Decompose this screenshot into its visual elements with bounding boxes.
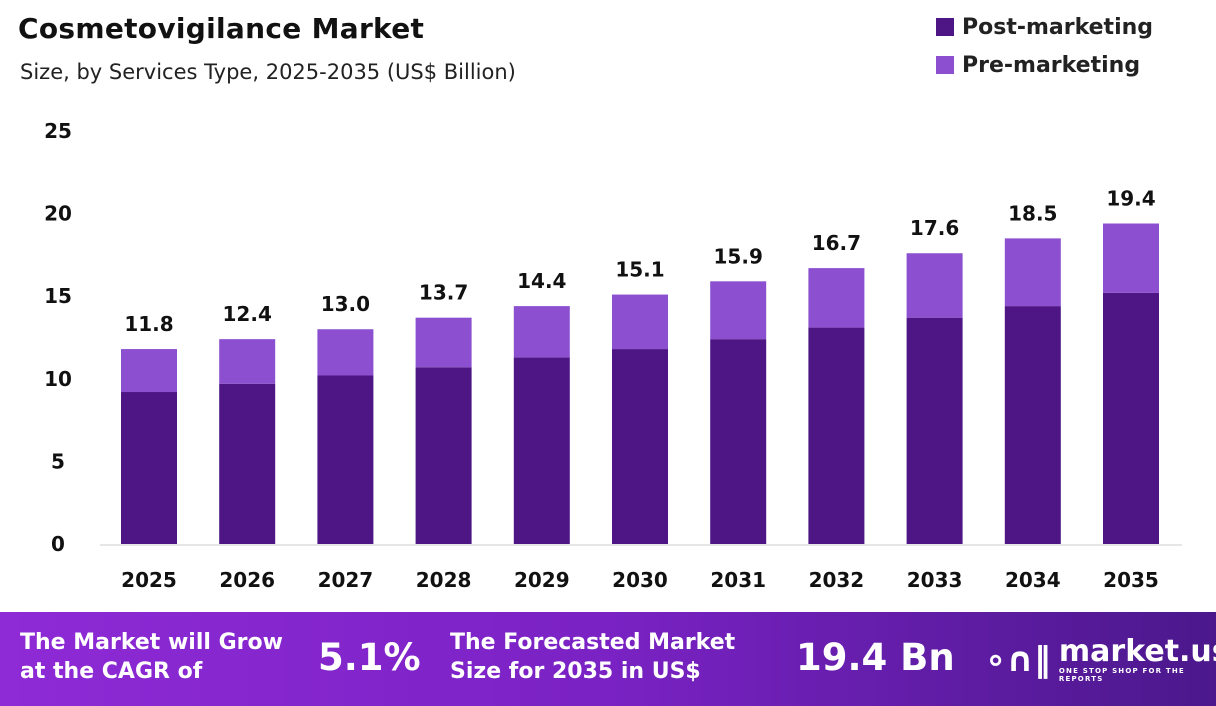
legend-label: Post-marketing (962, 14, 1154, 40)
data-label-total: 15.1 (615, 258, 664, 282)
bar-pre-marketing-2027 (317, 329, 374, 376)
data-label-total: 17.6 (910, 216, 959, 240)
market-us-logo: ∘∩‖ market.us ONE STOP SHOP FOR THE REPO… (985, 634, 1216, 684)
legend-label: Pre-marketing (962, 52, 1141, 78)
bar-pre-marketing-2032 (808, 268, 865, 328)
footer-banner: The Market will Grow at the CAGR of 5.1%… (0, 612, 1216, 706)
data-label-total: 14.4 (517, 269, 566, 293)
bar-post-marketing-2035 (1103, 292, 1159, 544)
bar-pre-marketing-2030 (612, 294, 668, 350)
y-tick-label: 5 (51, 449, 65, 473)
x-tick-label: 2032 (809, 568, 865, 592)
chart-subtitle: Size, by Services Type, 2025-2035 (US$ B… (20, 60, 516, 84)
data-label-total: 12.4 (223, 302, 272, 326)
cagr-label: The Market will Grow at the CAGR of (20, 628, 283, 686)
x-tick-label: 2035 (1103, 568, 1159, 592)
bar-pre-marketing-2031 (710, 281, 767, 340)
bar-chart: 051015202511.8202512.4202613.0202713.720… (44, 119, 1182, 592)
chart-title: Cosmetovigilance Market (18, 12, 425, 45)
bar-post-marketing-2029 (513, 357, 570, 544)
x-tick-label: 2025 (121, 568, 177, 592)
data-label-total: 11.8 (124, 312, 173, 336)
bar-post-marketing-2026 (219, 383, 276, 544)
logo-tagline: ONE STOP SHOP FOR THE REPORTS (1058, 667, 1185, 683)
legend: Post-marketing Pre-marketing (936, 8, 1153, 84)
y-tick-label: 15 (44, 284, 72, 308)
x-tick-label: 2031 (710, 568, 766, 592)
data-label-total: 13.0 (321, 292, 370, 316)
bar-post-marketing-2030 (612, 349, 668, 544)
bar-post-marketing-2031 (710, 339, 767, 544)
y-tick-label: 20 (44, 202, 72, 226)
bar-pre-marketing-2026 (219, 339, 276, 384)
x-tick-label: 2028 (416, 568, 472, 592)
logo-name: market.us (1058, 634, 1216, 669)
y-tick-label: 10 (44, 367, 72, 391)
bar-post-marketing-2027 (317, 375, 374, 544)
forecast-label-line1: The Forecasted Market (450, 630, 736, 655)
bar-pre-marketing-2034 (1004, 238, 1061, 307)
x-tick-label: 2026 (219, 568, 275, 592)
bar-post-marketing-2034 (1004, 306, 1061, 544)
bar-post-marketing-2028 (415, 367, 472, 544)
data-label-total: 15.9 (714, 244, 763, 268)
y-tick-label: 0 (51, 532, 65, 556)
cagr-label-line1: The Market will Grow (20, 630, 283, 655)
bar-post-marketing-2032 (808, 327, 865, 544)
data-label-total: 18.5 (1008, 201, 1057, 225)
bar-post-marketing-2025 (121, 392, 177, 544)
cagr-label-line2: at the CAGR of (20, 659, 203, 684)
bar-pre-marketing-2029 (513, 306, 570, 358)
x-tick-label: 2027 (318, 568, 374, 592)
bar-pre-marketing-2035 (1103, 223, 1159, 293)
x-tick-label: 2029 (514, 568, 570, 592)
data-label-total: 19.4 (1106, 187, 1155, 211)
x-tick-label: 2034 (1005, 568, 1061, 592)
y-tick-label: 25 (44, 119, 72, 143)
bar-pre-marketing-2033 (906, 253, 963, 318)
bar-pre-marketing-2028 (415, 317, 472, 368)
forecast-value: 19.4 Bn (796, 636, 955, 679)
legend-item-pre-marketing: Pre-marketing (936, 46, 1153, 84)
data-label-total: 13.7 (419, 281, 468, 305)
x-tick-label: 2033 (907, 568, 963, 592)
forecast-label: The Forecasted Market Size for 2035 in U… (450, 628, 735, 686)
cagr-value: 5.1% (318, 636, 421, 679)
legend-item-post-marketing: Post-marketing (936, 8, 1153, 46)
logo-mark-icon: ∘∩‖ (985, 640, 1051, 680)
bar-post-marketing-2033 (906, 317, 963, 544)
legend-swatch-pre-marketing (936, 56, 954, 74)
data-label-total: 16.7 (812, 231, 861, 255)
legend-swatch-post-marketing (936, 18, 954, 36)
forecast-label-line2: Size for 2035 in US$ (450, 659, 701, 684)
bar-pre-marketing-2025 (121, 349, 177, 393)
x-tick-label: 2030 (612, 568, 668, 592)
